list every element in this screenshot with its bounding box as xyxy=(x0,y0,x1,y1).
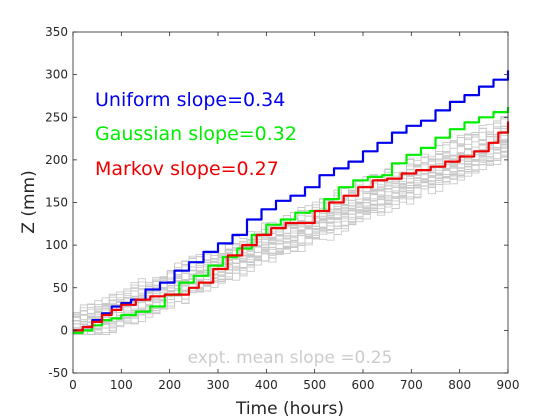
experimental-trajectory xyxy=(73,151,509,336)
y-axis-label: Z (mm) xyxy=(19,170,39,233)
x-tick-label: 900 xyxy=(497,378,520,392)
x-tick-label: 700 xyxy=(400,378,423,392)
series-line-markov xyxy=(73,121,510,332)
x-tick-label: 200 xyxy=(158,378,181,392)
series-line-gaussian xyxy=(73,107,510,334)
x-tick-label: 600 xyxy=(352,378,375,392)
y-tick-label: 200 xyxy=(45,153,68,167)
y-tick-label: 250 xyxy=(45,110,68,124)
legend-entry-markov: Markov slope=0.27 xyxy=(95,158,279,180)
legend-entry-uniform: Uniform slope=0.34 xyxy=(95,89,285,111)
x-tick-label: 300 xyxy=(207,378,230,392)
y-tick-label: 150 xyxy=(45,196,68,210)
x-tick-label: 500 xyxy=(303,378,326,392)
tick-group: 0 100 200 300 400 500 600 700 800 900-50050100150… xyxy=(45,25,519,392)
x-tick-label: 0 xyxy=(69,378,77,392)
x-tick-label: 100 xyxy=(110,378,133,392)
y-tick-label: 0 xyxy=(60,323,68,337)
annotation-mean-slope: expt. mean slope =0.25 xyxy=(188,348,393,368)
y-tick-label: -50 xyxy=(48,366,68,380)
series-group xyxy=(73,70,510,334)
x-tick-label: 400 xyxy=(255,378,278,392)
y-tick-label: 350 xyxy=(45,25,68,39)
y-tick-label: 300 xyxy=(45,68,68,82)
experimental-trajectory xyxy=(72,141,509,336)
x-tick-label: 800 xyxy=(448,378,471,392)
y-tick-label: 50 xyxy=(53,281,68,295)
y-tick-label: 100 xyxy=(45,238,68,252)
x-axis-label: Time (hours) xyxy=(235,399,344,419)
legend-entry-gaussian: Gaussian slope=0.32 xyxy=(95,123,297,145)
series-line-uniform xyxy=(73,70,510,332)
